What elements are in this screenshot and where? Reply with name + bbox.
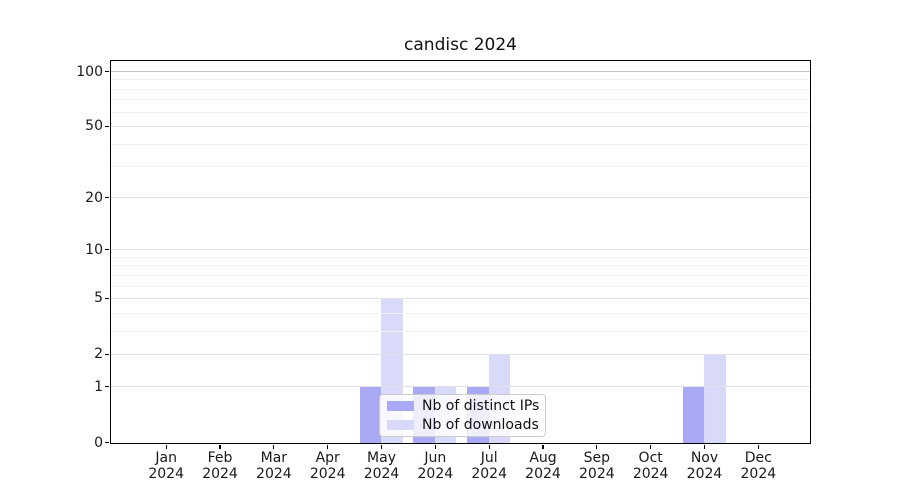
x-tick-label: Jan 2024 — [148, 450, 184, 482]
y-tick-label: 50 — [85, 118, 103, 135]
legend-row: Nb of downloads — [387, 417, 539, 433]
gridline — [111, 125, 810, 127]
gridline-minor — [111, 88, 810, 90]
bar-distinct-ips — [682, 387, 704, 443]
y-tick-label: 100 — [76, 63, 103, 80]
x-tick-label: May 2024 — [363, 450, 400, 482]
y-tick-mark — [105, 297, 109, 300]
x-tick-mark — [273, 444, 275, 449]
bar-distinct-ips — [359, 387, 382, 443]
x-tick-label: Sep 2024 — [579, 450, 615, 482]
x-tick-label: Aug 2024 — [525, 450, 561, 482]
y-tick-mark — [105, 386, 109, 388]
gridline-minor — [111, 111, 810, 113]
y-tick-label: 10 — [85, 241, 103, 258]
y-tick-mark — [105, 125, 109, 128]
gridline-minor — [111, 166, 810, 167]
x-tick-mark — [327, 444, 329, 449]
x-tick-label: Jun 2024 — [417, 450, 454, 482]
x-tick-label: Oct 2024 — [632, 450, 669, 482]
legend-row: Nb of distinct IPs — [387, 398, 540, 414]
gridline-minor — [111, 256, 810, 258]
legend: Nb of distinct IPs Nb of downloads — [379, 394, 546, 437]
x-tick-mark — [542, 444, 544, 449]
gridline-minor — [111, 265, 810, 267]
x-tick-mark — [165, 444, 167, 449]
gridline — [111, 353, 810, 355]
bar-downloads — [704, 354, 726, 443]
y-tick-label: 20 — [85, 189, 103, 206]
y-tick-mark — [105, 249, 109, 251]
legend-label-downloads: Nb of downloads — [422, 417, 539, 433]
gridline — [111, 197, 810, 199]
gridline-minor — [111, 312, 810, 314]
x-tick-mark — [380, 444, 383, 449]
legend-swatch-distinct-ips — [387, 401, 414, 411]
x-tick-mark — [703, 444, 706, 449]
x-tick-mark — [650, 444, 652, 449]
gridline — [111, 297, 810, 299]
x-tick-mark — [596, 444, 598, 449]
y-tick-mark — [105, 353, 109, 355]
y-tick-mark — [105, 441, 109, 444]
x-tick-label: Feb 2024 — [202, 450, 238, 482]
gridline — [111, 386, 810, 388]
y-tick-label: 5 — [94, 290, 103, 307]
x-tick-label: Mar 2024 — [256, 450, 292, 482]
x-tick-label: Apr 2024 — [309, 450, 346, 482]
x-tick-mark — [219, 444, 221, 449]
gridline-minor — [111, 285, 810, 287]
x-tick-mark — [757, 444, 759, 449]
x-tick-label: Dec 2024 — [740, 450, 777, 482]
x-tick-mark — [434, 444, 436, 449]
y-tick-mark — [105, 70, 109, 73]
y-tick-label: 1 — [94, 378, 103, 395]
y-tick-label: 0 — [94, 434, 103, 451]
gridline-minor — [111, 79, 810, 81]
y-tick-mark — [105, 197, 109, 199]
plot-area — [110, 60, 811, 444]
gridline-minor — [111, 330, 810, 332]
legend-label-distinct-ips: Nb of distinct IPs — [422, 398, 540, 414]
gridline — [111, 71, 810, 73]
gridline-minor — [111, 143, 810, 145]
legend-swatch-downloads — [387, 420, 414, 430]
x-tick-label: Jul 2024 — [471, 450, 507, 482]
y-tick-label: 2 — [94, 346, 103, 363]
x-tick-mark — [488, 444, 490, 449]
chart-title: candisc 2024 — [404, 35, 517, 55]
plot-area-inner — [111, 61, 810, 443]
x-tick-label: Nov 2024 — [686, 450, 723, 482]
gridline-minor — [111, 274, 810, 276]
gridline — [111, 249, 810, 251]
gridline-minor — [111, 99, 810, 101]
